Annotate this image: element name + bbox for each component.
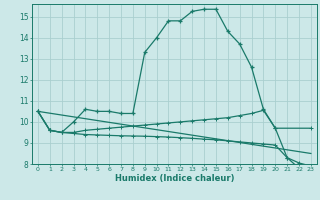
X-axis label: Humidex (Indice chaleur): Humidex (Indice chaleur) <box>115 174 234 183</box>
